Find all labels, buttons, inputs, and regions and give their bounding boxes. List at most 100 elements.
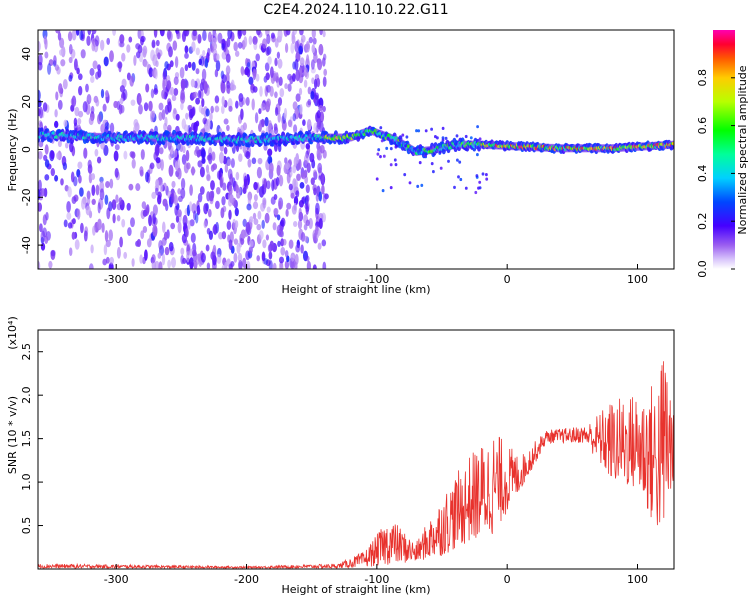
heatmap-cell [40, 242, 46, 251]
heatmap-cell [316, 147, 321, 160]
heatmap-cell [58, 151, 63, 161]
snr-y-multiplier: (x10⁴) [6, 316, 19, 350]
heatmap-cell [322, 76, 327, 88]
heatmap-cell [262, 239, 267, 249]
heatmap-cell [218, 151, 225, 164]
heatmap-cell [161, 89, 166, 99]
colorbar: 0.0 0.2 0.4 0.6 0.8 Normalized spectral ampl… [696, 30, 749, 278]
heatmap-cell [305, 219, 310, 227]
heatmap-cell [90, 75, 95, 84]
heatmap-cell [91, 173, 96, 181]
heatmap-cell [92, 60, 98, 70]
heatmap-cell [209, 112, 213, 121]
heatmap-cell [268, 260, 273, 269]
heatmap-cell [71, 218, 76, 225]
heatmap-cell [305, 40, 310, 53]
heatmap-cell [168, 46, 173, 58]
heatmap-cell [168, 153, 173, 160]
heatmap-cell [150, 110, 155, 123]
heatmap-cell [57, 99, 63, 110]
heatmap-cell [155, 179, 160, 188]
heatmap-cell [453, 185, 456, 189]
heatmap-cell [233, 252, 238, 263]
heatmap-cell [176, 167, 182, 180]
heatmap-cell [310, 177, 315, 186]
heatmap-cell [272, 262, 277, 269]
heatmap-cell [59, 37, 65, 49]
heatmap-cell [253, 194, 258, 202]
chart-title: C2E4.2024.110.10.22.G11 [263, 2, 448, 18]
heatmap-cell [114, 144, 120, 151]
heatmap-cell [73, 117, 78, 127]
heatmap-cell [292, 73, 296, 82]
heatmap-cell [260, 118, 265, 128]
heatmap-cell [212, 224, 218, 235]
heatmap-cell [145, 83, 150, 93]
heatmap-cell [174, 56, 179, 69]
heatmap-cell [257, 210, 262, 220]
heatmap-cell [186, 250, 190, 263]
heatmap-cell [296, 173, 301, 182]
heatmap-cell [476, 125, 479, 129]
heatmap-cell [105, 90, 109, 98]
heatmap-cell [185, 112, 189, 120]
heatmap-cell [265, 72, 270, 81]
heatmap-cell [455, 134, 459, 138]
heatmap-cell [137, 44, 143, 54]
heatmap-cell [68, 44, 73, 55]
heatmap-cell [301, 172, 306, 180]
heatmap-cell [93, 95, 99, 104]
heatmap-cell [457, 175, 460, 179]
x-tick-label: -300 [104, 573, 129, 586]
heatmap-cell [268, 251, 273, 260]
y-tick-label: 0 [20, 146, 33, 153]
heatmap-cell [278, 200, 282, 210]
heatmap-cell [97, 202, 101, 214]
spectrogram-y-axis-label: Frequency (Hz) [6, 109, 19, 192]
heatmap-cell [86, 35, 91, 47]
heatmap-cell [82, 101, 88, 113]
heatmap-cell [228, 239, 233, 250]
heatmap-cell [304, 235, 309, 243]
heatmap-cell [253, 218, 259, 225]
heatmap-cell [168, 241, 174, 252]
heatmap-cell [170, 192, 175, 205]
heatmap-cell [88, 116, 94, 126]
heatmap-cell [415, 129, 418, 133]
heatmap-cell [150, 88, 155, 99]
heatmap-cell [91, 184, 96, 196]
heatmap-cell [424, 152, 428, 156]
heatmap-cell [155, 157, 161, 164]
x-tick-label: 0 [504, 273, 511, 286]
heatmap-cell [303, 79, 308, 88]
heatmap-cell [314, 92, 320, 100]
heatmap-cell [78, 174, 82, 184]
heatmap-cell [71, 30, 77, 41]
heatmap-cell [151, 254, 156, 263]
heatmap-cell [389, 186, 393, 190]
heatmap-cell [44, 235, 49, 244]
heatmap-cell [43, 35, 47, 45]
heatmap-cell [235, 171, 240, 181]
heatmap-cell [159, 30, 165, 37]
heatmap-cell [316, 109, 321, 120]
heatmap-cell [318, 43, 324, 56]
heatmap-cell [226, 220, 232, 230]
heatmap-cell [40, 188, 46, 197]
heatmap-cell [144, 249, 148, 261]
heatmap-cell [158, 240, 163, 250]
heatmap-cell [293, 124, 298, 134]
heatmap-cell [126, 44, 131, 53]
heatmap-cell [294, 253, 299, 266]
heatmap-cell [417, 129, 421, 133]
heatmap-cell [108, 201, 113, 212]
snr-panel: -300 -200 -100 0 100 0.5 1.0 1.5 2.0 2.5 Height … [6, 316, 675, 596]
heatmap-cell [216, 253, 222, 264]
heatmap-cell [264, 116, 269, 127]
heatmap-cell [258, 108, 262, 115]
heatmap-cell [205, 108, 210, 117]
y-tick-label: 0.5 [20, 517, 33, 535]
heatmap-cell [136, 238, 142, 248]
heatmap-cell [94, 148, 99, 157]
heatmap-cell [305, 255, 310, 262]
